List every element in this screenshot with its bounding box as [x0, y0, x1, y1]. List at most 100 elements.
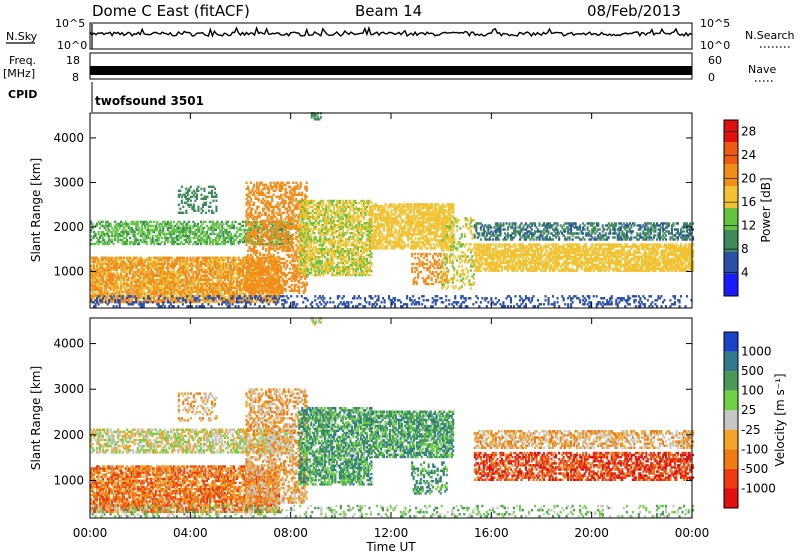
- power-cell: [299, 245, 302, 249]
- power-cell: [160, 262, 163, 265]
- power-cell: [123, 232, 126, 236]
- power-cell: [198, 278, 201, 281]
- power-cell: [108, 280, 111, 283]
- power-cell: [120, 258, 123, 261]
- power-cell: [277, 181, 280, 184]
- power-cell: [222, 256, 225, 259]
- power-cell: [111, 238, 114, 242]
- power-cell: [198, 256, 201, 259]
- power-cell: [272, 193, 275, 196]
- power-cell: [160, 276, 163, 279]
- power-cell: [151, 238, 154, 242]
- power-cell: [216, 276, 219, 279]
- power-cell: [225, 276, 228, 279]
- power-cell: [267, 294, 270, 297]
- power-cell: [201, 274, 204, 277]
- power-cell: [225, 266, 228, 269]
- power-cell: [94, 272, 97, 275]
- power-cell: [154, 228, 157, 232]
- power-cell: [292, 257, 295, 261]
- power-cell: [275, 289, 278, 293]
- power-cell: [91, 260, 94, 263]
- power-cell: [90, 282, 93, 285]
- power-cell: [189, 199, 192, 202]
- power-cell: [220, 256, 223, 259]
- power-cell: [245, 275, 248, 279]
- power-cell: [102, 256, 105, 259]
- power-cell: [220, 226, 223, 230]
- power-cell: [287, 277, 290, 281]
- power-cell: [245, 211, 248, 214]
- power-cell: [99, 222, 102, 226]
- power-cell: [205, 282, 208, 285]
- power-cell: [180, 260, 183, 263]
- power-cell: [332, 199, 335, 203]
- power-cell: [219, 256, 222, 259]
- power-cell: [275, 229, 278, 232]
- power-cell: [100, 220, 103, 224]
- power-cell: [287, 209, 290, 212]
- power-cell: [225, 230, 228, 234]
- power-cell: [250, 225, 253, 228]
- power-cell: [120, 238, 123, 242]
- power-cell: [136, 296, 139, 299]
- power-cell: [138, 300, 141, 304]
- power-cell: [204, 260, 207, 263]
- power-cell: [211, 284, 214, 287]
- power-cell: [284, 261, 287, 265]
- power-cell: [153, 260, 156, 263]
- power-cell: [166, 278, 169, 281]
- power-cell: [99, 292, 102, 295]
- power-cell: [166, 274, 169, 277]
- power-cell: [180, 234, 183, 238]
- power-cell: [144, 220, 147, 224]
- power-cell: [231, 272, 234, 275]
- power-cell: [223, 270, 226, 273]
- power-cell: [174, 278, 177, 281]
- power-cell: [228, 274, 231, 277]
- power-cell: [157, 232, 160, 236]
- power-cell: [169, 290, 172, 293]
- power-cell: [168, 270, 171, 273]
- power-cell: [233, 266, 236, 269]
- power-cell: [108, 278, 111, 281]
- power-cell: [280, 201, 283, 204]
- power-cell: [154, 262, 157, 265]
- power-cell: [124, 290, 127, 293]
- power-cell: [272, 255, 275, 259]
- power-cell: [138, 226, 141, 230]
- power-cell: [290, 289, 293, 293]
- power-cell: [129, 260, 132, 263]
- power-cell: [106, 224, 109, 228]
- power-cell: [228, 226, 231, 230]
- power-cell: [298, 225, 301, 229]
- power-cell: [302, 211, 305, 215]
- power-cell: [132, 288, 135, 291]
- power-cell: [136, 274, 139, 277]
- power-cell: [243, 288, 246, 291]
- power-cell: [301, 219, 304, 223]
- power-cell: [204, 270, 207, 273]
- power-cell: [304, 283, 307, 287]
- power-cell: [283, 257, 286, 261]
- power-cell: [253, 243, 256, 247]
- power-cell: [239, 228, 242, 232]
- power-cell: [295, 231, 298, 234]
- power-cell: [118, 288, 121, 291]
- power-cell: [118, 266, 121, 269]
- power-cell: [99, 262, 102, 265]
- power-cell: [205, 258, 208, 261]
- power-cell: [195, 300, 198, 304]
- power-cell: [105, 232, 108, 236]
- power-cell: [154, 224, 157, 228]
- power-cell: [200, 187, 203, 190]
- power-cell: [156, 264, 159, 267]
- power-cell: [135, 236, 138, 240]
- power-cell: [151, 224, 154, 228]
- power-cell: [153, 220, 156, 224]
- power-cell: [222, 240, 225, 244]
- power-cell: [260, 289, 263, 293]
- power-cell: [271, 275, 274, 279]
- power-cell: [256, 183, 259, 186]
- power-cell: [227, 230, 230, 234]
